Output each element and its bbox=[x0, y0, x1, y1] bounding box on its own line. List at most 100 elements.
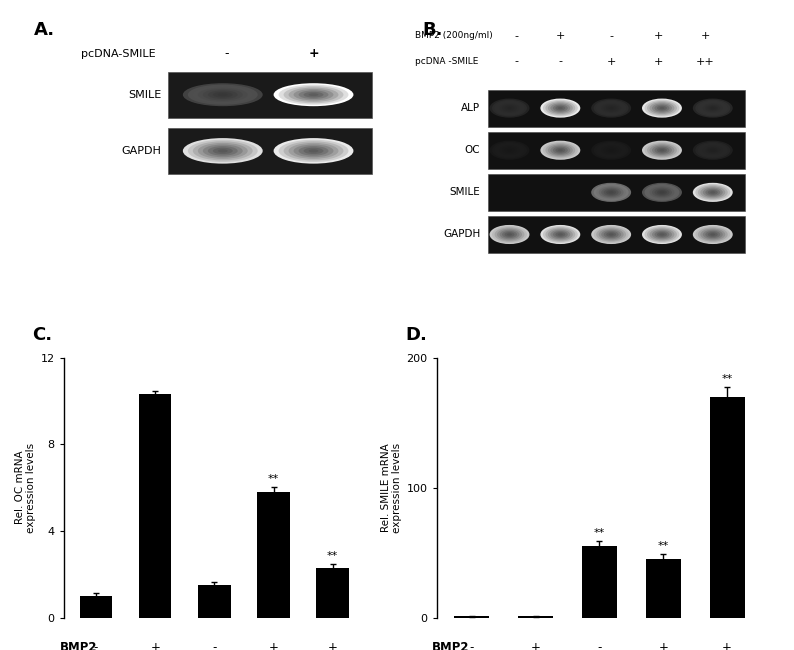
Ellipse shape bbox=[654, 147, 669, 154]
Ellipse shape bbox=[279, 84, 349, 105]
Ellipse shape bbox=[555, 148, 565, 153]
Ellipse shape bbox=[490, 140, 530, 160]
Ellipse shape bbox=[696, 226, 730, 243]
Ellipse shape bbox=[707, 106, 718, 110]
Ellipse shape bbox=[218, 150, 228, 153]
Ellipse shape bbox=[711, 191, 715, 194]
Ellipse shape bbox=[499, 103, 519, 113]
Ellipse shape bbox=[288, 143, 338, 159]
Ellipse shape bbox=[550, 229, 570, 239]
Ellipse shape bbox=[698, 185, 728, 200]
Ellipse shape bbox=[647, 101, 677, 115]
Text: -: - bbox=[469, 641, 474, 650]
Ellipse shape bbox=[198, 143, 248, 159]
Ellipse shape bbox=[303, 92, 323, 98]
Ellipse shape bbox=[492, 226, 527, 243]
Ellipse shape bbox=[193, 141, 252, 161]
Text: pcDNA -SMILE: pcDNA -SMILE bbox=[415, 57, 479, 66]
Ellipse shape bbox=[274, 83, 353, 106]
Text: +: + bbox=[556, 31, 565, 41]
Ellipse shape bbox=[545, 143, 576, 157]
Ellipse shape bbox=[698, 101, 728, 115]
Ellipse shape bbox=[609, 233, 614, 236]
Ellipse shape bbox=[698, 227, 728, 242]
Ellipse shape bbox=[558, 107, 563, 109]
Ellipse shape bbox=[606, 148, 616, 153]
Text: ++: ++ bbox=[696, 57, 715, 66]
Ellipse shape bbox=[657, 232, 667, 237]
Ellipse shape bbox=[693, 225, 733, 244]
Ellipse shape bbox=[294, 89, 333, 101]
Text: +: + bbox=[653, 31, 663, 41]
Ellipse shape bbox=[601, 146, 621, 155]
Ellipse shape bbox=[603, 105, 619, 112]
Ellipse shape bbox=[183, 83, 263, 106]
Ellipse shape bbox=[601, 188, 621, 197]
Ellipse shape bbox=[553, 147, 568, 154]
Bar bbox=[488, 132, 746, 169]
Ellipse shape bbox=[705, 105, 720, 112]
Ellipse shape bbox=[492, 99, 527, 116]
Ellipse shape bbox=[594, 184, 629, 201]
Bar bbox=[454, 616, 489, 617]
Ellipse shape bbox=[693, 183, 733, 202]
Bar bbox=[257, 492, 290, 618]
Ellipse shape bbox=[693, 99, 733, 118]
Ellipse shape bbox=[642, 99, 682, 118]
Ellipse shape bbox=[647, 227, 677, 242]
Ellipse shape bbox=[693, 140, 733, 160]
Bar bbox=[518, 616, 553, 617]
Ellipse shape bbox=[550, 103, 570, 113]
Ellipse shape bbox=[645, 184, 680, 201]
Text: +: + bbox=[268, 641, 279, 650]
Bar bbox=[710, 396, 745, 618]
Ellipse shape bbox=[202, 144, 243, 157]
Ellipse shape bbox=[208, 90, 237, 99]
Ellipse shape bbox=[507, 233, 512, 236]
Ellipse shape bbox=[703, 229, 723, 239]
Ellipse shape bbox=[288, 88, 338, 102]
Ellipse shape bbox=[603, 188, 619, 196]
Ellipse shape bbox=[592, 140, 631, 160]
Ellipse shape bbox=[495, 143, 525, 157]
Ellipse shape bbox=[649, 229, 674, 240]
Ellipse shape bbox=[198, 88, 248, 102]
Bar bbox=[168, 128, 372, 174]
Ellipse shape bbox=[696, 142, 730, 159]
Text: +: + bbox=[607, 57, 616, 66]
Ellipse shape bbox=[545, 101, 576, 115]
Ellipse shape bbox=[660, 149, 665, 151]
Bar bbox=[582, 546, 617, 618]
Ellipse shape bbox=[647, 143, 677, 157]
Ellipse shape bbox=[703, 103, 723, 113]
Ellipse shape bbox=[541, 140, 580, 160]
Ellipse shape bbox=[700, 229, 725, 240]
Ellipse shape bbox=[495, 227, 525, 242]
Ellipse shape bbox=[599, 229, 623, 240]
Text: SMILE: SMILE bbox=[128, 90, 161, 99]
Ellipse shape bbox=[707, 148, 718, 153]
Bar bbox=[646, 559, 681, 618]
Ellipse shape bbox=[654, 231, 669, 238]
Text: -: - bbox=[558, 57, 562, 66]
Ellipse shape bbox=[705, 147, 720, 154]
Ellipse shape bbox=[649, 144, 674, 156]
Ellipse shape bbox=[548, 102, 572, 114]
Bar bbox=[488, 90, 746, 127]
Ellipse shape bbox=[660, 233, 665, 236]
Ellipse shape bbox=[303, 148, 323, 154]
Text: BMP2: BMP2 bbox=[432, 641, 470, 650]
Ellipse shape bbox=[645, 142, 680, 159]
Ellipse shape bbox=[700, 102, 725, 114]
Ellipse shape bbox=[543, 142, 578, 159]
Ellipse shape bbox=[183, 138, 263, 164]
Ellipse shape bbox=[309, 93, 318, 96]
Ellipse shape bbox=[652, 188, 672, 197]
Text: BMP2: BMP2 bbox=[60, 641, 97, 650]
Ellipse shape bbox=[504, 232, 515, 237]
Ellipse shape bbox=[711, 233, 715, 236]
Ellipse shape bbox=[657, 148, 667, 153]
Ellipse shape bbox=[545, 227, 576, 242]
Ellipse shape bbox=[707, 232, 718, 237]
Ellipse shape bbox=[654, 188, 669, 196]
